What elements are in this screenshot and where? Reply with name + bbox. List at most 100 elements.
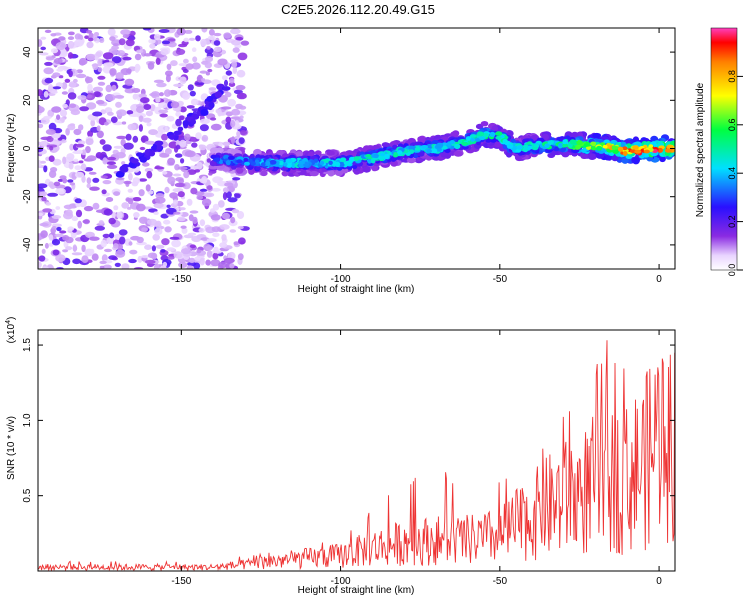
noise-blob xyxy=(207,68,213,73)
noise-blob xyxy=(239,115,244,119)
noise-blob xyxy=(45,128,56,135)
noise-blob xyxy=(38,123,44,129)
noise-blob xyxy=(113,205,119,211)
ridge-blob xyxy=(502,139,508,144)
noise-blob xyxy=(74,33,82,40)
noise-blob xyxy=(230,28,241,35)
noise-blob xyxy=(210,117,217,121)
ridge-blob xyxy=(353,156,360,162)
ridge-blob xyxy=(417,136,426,144)
noise-blob xyxy=(234,193,241,199)
ridge-blob xyxy=(495,131,503,136)
diagonal-blob xyxy=(222,86,231,91)
noise-blob xyxy=(208,87,217,91)
noise-blob xyxy=(188,257,196,264)
noise-blob xyxy=(76,69,83,74)
noise-blob xyxy=(147,252,157,259)
noise-blob xyxy=(112,43,119,47)
noise-blob xyxy=(191,235,202,243)
noise-blob xyxy=(91,253,99,261)
noise-blob xyxy=(237,52,248,61)
noise-blob xyxy=(221,234,227,241)
noise-blob xyxy=(156,82,167,88)
noise-blob xyxy=(145,110,153,117)
noise-blob xyxy=(140,135,149,143)
noise-blob xyxy=(52,158,62,166)
noise-blob xyxy=(153,79,164,84)
ridge-blob xyxy=(285,158,293,164)
noise-blob xyxy=(42,208,53,213)
colorbar-label: Normalized spectral amplitude xyxy=(695,82,706,217)
noise-blob xyxy=(148,129,159,136)
noise-blob xyxy=(236,130,241,137)
noise-blob xyxy=(44,29,52,33)
noise-blob xyxy=(234,120,240,128)
noise-blob xyxy=(49,145,54,151)
noise-blob xyxy=(141,255,150,259)
noise-blob xyxy=(175,48,186,56)
noise-blob xyxy=(92,63,99,71)
ridge-blob xyxy=(314,150,322,156)
noise-blob xyxy=(229,263,235,269)
ridge-blob xyxy=(495,135,502,140)
noise-blob xyxy=(144,140,156,145)
noise-blob xyxy=(230,216,236,224)
noise-blob xyxy=(154,166,165,170)
noise-blob xyxy=(232,87,237,91)
noise-blob xyxy=(131,88,141,93)
noise-blob xyxy=(55,254,66,262)
ridge-blob xyxy=(406,157,416,164)
noise-blob xyxy=(102,65,112,74)
y-tick-label: 1.5 xyxy=(22,338,33,352)
noise-blob xyxy=(68,162,74,170)
noise-blob xyxy=(41,248,46,254)
ridge-blob xyxy=(225,159,231,166)
noise-blob xyxy=(85,138,94,146)
noise-blob xyxy=(72,258,81,265)
noise-blob xyxy=(59,109,68,117)
noise-blob xyxy=(180,248,192,255)
noise-blob xyxy=(43,115,52,120)
noise-blob xyxy=(170,60,178,67)
noise-blob xyxy=(153,263,160,269)
noise-blob xyxy=(89,248,95,255)
noise-blob xyxy=(143,53,152,57)
noise-blob xyxy=(213,32,222,37)
noise-blob xyxy=(149,104,156,112)
noise-blob xyxy=(236,69,246,78)
ridge-blob xyxy=(380,152,385,157)
ridge-blob xyxy=(269,159,277,165)
ridge-blob xyxy=(290,162,296,169)
diagonal-blob xyxy=(139,156,148,163)
noise-blob xyxy=(232,177,241,181)
ridge-blob xyxy=(634,149,642,154)
ridge-blob xyxy=(338,161,345,168)
noise-blob xyxy=(231,61,238,68)
noise-blob xyxy=(205,56,213,63)
noise-blob xyxy=(239,130,248,136)
noise-blob xyxy=(107,28,116,36)
noise-blob xyxy=(86,41,94,49)
noise-blob xyxy=(231,108,241,116)
noise-blob xyxy=(222,192,228,201)
noise-blob xyxy=(104,248,112,253)
noise-blob xyxy=(227,98,237,107)
ridge-blob xyxy=(250,161,256,166)
noise-blob xyxy=(140,97,150,104)
noise-blob xyxy=(172,199,179,205)
noise-blob xyxy=(154,54,165,58)
ridge-blob xyxy=(580,152,589,159)
noise-blob xyxy=(127,172,133,181)
noise-blob xyxy=(167,176,176,185)
ridge-blob xyxy=(327,169,335,177)
ridge-blob xyxy=(212,157,221,162)
noise-blob xyxy=(40,36,47,40)
noise-blob xyxy=(138,115,144,122)
noise-blob xyxy=(55,206,61,210)
noise-blob xyxy=(73,128,82,136)
noise-blob xyxy=(114,262,121,267)
noise-blob xyxy=(201,198,212,207)
noise-blob xyxy=(144,167,154,173)
noise-blob xyxy=(127,198,134,205)
ridge-blob xyxy=(260,170,268,177)
